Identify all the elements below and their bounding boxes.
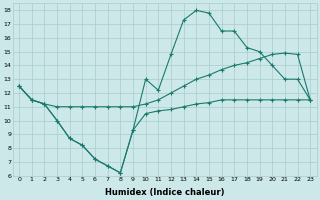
X-axis label: Humidex (Indice chaleur): Humidex (Indice chaleur) [105,188,224,197]
